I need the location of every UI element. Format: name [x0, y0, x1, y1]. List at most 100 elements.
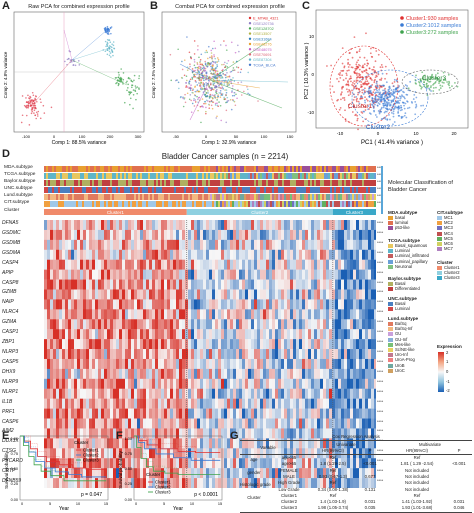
track-cell: [44, 173, 46, 179]
heatmap-cell: [269, 408, 272, 419]
heatmap-cell: [80, 229, 83, 241]
heatmap-cell: [116, 319, 119, 330]
track-cell: [118, 180, 120, 186]
panel-c-point: [366, 80, 369, 83]
panel-c-point: [438, 82, 440, 85]
panel-c-point: [388, 86, 391, 88]
heatmap-cell: [122, 220, 125, 231]
heatmap-cell: [272, 408, 275, 419]
heatmap-cell: [65, 249, 68, 260]
track-cell: [340, 187, 342, 193]
heatmap-cell: [83, 299, 86, 310]
panel-b-point: [211, 73, 214, 76]
heatmap-cell: [95, 378, 98, 389]
panel-b-point: [191, 102, 194, 105]
panel-c-point: [392, 110, 395, 113]
panel-c-point: [364, 96, 366, 99]
heatmap-cell: [224, 319, 227, 330]
heatmap-cell: [215, 339, 218, 350]
heatmap-cell: [287, 309, 290, 320]
panel-b-point: [206, 95, 209, 97]
heatmap-cell: [47, 249, 50, 260]
heatmap-cell: [284, 299, 287, 310]
heatmap-cell: [278, 299, 281, 310]
panel-c-point: [345, 88, 348, 91]
heatmap-cell: [302, 220, 305, 231]
heatmap-cell: [128, 349, 131, 360]
heatmap-cell: [224, 269, 227, 280]
panel-a-point: [127, 87, 129, 89]
track-cell: [100, 173, 102, 179]
panel-b-point: [194, 90, 197, 93]
heatmap-cell: [47, 220, 50, 231]
panel-b-point: [223, 63, 225, 66]
panel-b-point: [201, 72, 203, 75]
panel-c-point: [341, 87, 343, 90]
heatmap-cell: [227, 249, 230, 260]
panel-c-point: [370, 84, 372, 87]
heatmap-cell: [116, 259, 119, 270]
heatmap-cell: [233, 279, 236, 290]
panel-d-title: Bladder Cancer samples (n = 2214): [161, 152, 289, 161]
panel-c-point: [333, 91, 335, 93]
heatmap-cell: [98, 329, 101, 340]
heatmap-cell: [230, 279, 233, 290]
track-cell: [80, 194, 82, 200]
heatmap-cell: [194, 358, 197, 370]
heatmap-cell: [233, 358, 236, 370]
heatmap-cell: [263, 220, 266, 231]
track-cell: [150, 201, 152, 207]
track-cell: [360, 201, 362, 207]
track-cell: [206, 166, 208, 172]
heatmap-cell: [65, 309, 68, 320]
heatmap-cell: [116, 220, 119, 231]
track-cell: [298, 187, 300, 193]
heatmap-cell: [368, 229, 371, 241]
track-cell: [170, 187, 172, 193]
heatmap-cell: [263, 319, 266, 330]
track-cell: [66, 201, 68, 207]
track-cell: [126, 194, 128, 200]
heatmap-cell: [185, 408, 188, 419]
heatmap-cell: [137, 299, 140, 310]
heatmap-cell: [281, 289, 284, 300]
heatmap-cell: [326, 349, 329, 360]
heatmap-cell: [98, 279, 101, 290]
heatmap-cell: [347, 299, 350, 310]
track-cell: [290, 201, 292, 207]
panel-b-point: [189, 89, 192, 91]
track-cell: [92, 187, 94, 193]
heatmap-cell: [143, 299, 146, 310]
panel-b-point: [208, 85, 210, 87]
track-cell: [116, 194, 118, 200]
heatmap-cell: [107, 418, 110, 429]
heatmap-cell: [221, 249, 224, 260]
heatmap-cell: [68, 378, 71, 389]
panel-b-point: [190, 111, 193, 113]
heatmap-cell: [290, 339, 293, 350]
heatmap-cell: [206, 229, 209, 241]
panel-c-point: [364, 69, 366, 72]
panel-b-point: [226, 62, 228, 65]
heatmap-cell: [56, 299, 59, 310]
track-cell: [214, 187, 216, 193]
heatmap-cell: [257, 329, 260, 340]
heatmap-cell: [281, 358, 284, 370]
heatmap-cell: [104, 309, 107, 320]
panel-b-point: [204, 51, 207, 54]
track-cell: [142, 187, 144, 193]
track-cell: [254, 173, 256, 179]
panel-c-point: [363, 87, 366, 90]
heatmap-cell: [308, 319, 311, 330]
heatmap-cell: [233, 408, 236, 419]
panel-a-point: [120, 68, 122, 70]
heatmap-cell: [329, 349, 332, 360]
heatmap-cell: [80, 289, 83, 300]
heatmap-cell: [206, 279, 209, 290]
panel-b-point: [216, 96, 219, 99]
track-cell: [248, 194, 250, 200]
heatmap-cell: [335, 220, 338, 231]
heatmap-cell: [272, 249, 275, 260]
heatmap-cell: [224, 358, 227, 370]
heatmap-cell: [335, 299, 338, 310]
